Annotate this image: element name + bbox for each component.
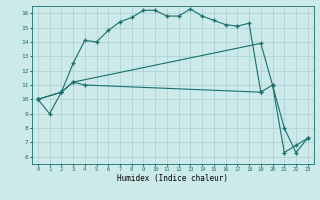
X-axis label: Humidex (Indice chaleur): Humidex (Indice chaleur) — [117, 174, 228, 183]
